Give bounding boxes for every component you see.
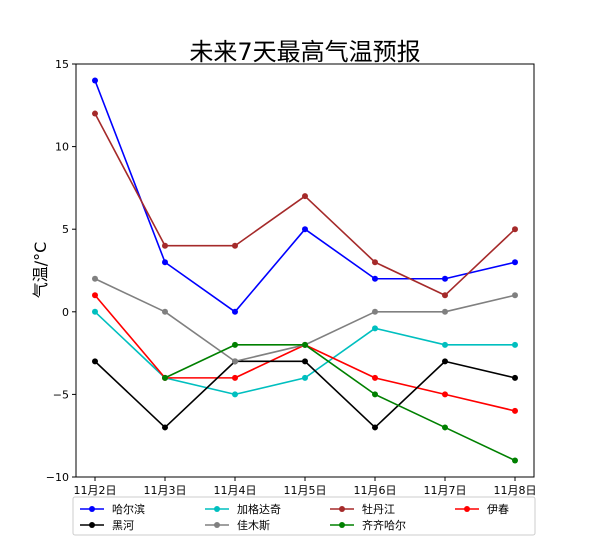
data-point — [162, 374, 168, 381]
legend-marker — [89, 506, 95, 512]
data-point — [232, 341, 238, 348]
data-point — [372, 275, 378, 282]
y-tick-label: −10 — [46, 471, 69, 484]
data-point — [442, 424, 448, 431]
x-tick-label: 11月2日 — [74, 484, 117, 497]
y-tick-label: −5 — [53, 388, 69, 401]
data-point — [512, 457, 518, 464]
data-point — [512, 407, 518, 414]
data-point — [372, 259, 378, 266]
data-point — [372, 424, 378, 431]
data-point — [512, 259, 518, 266]
x-tick-label: 11月5日 — [284, 484, 327, 497]
chart-title: 未来7天最高气温预报 — [189, 38, 420, 66]
legend-marker — [89, 522, 95, 528]
legend-item: 黑河 — [80, 519, 134, 532]
series-6 — [92, 275, 518, 365]
x-tick-label: 11月7日 — [424, 484, 467, 497]
data-point — [512, 374, 518, 381]
series-4 — [92, 292, 518, 414]
data-point — [302, 358, 308, 365]
data-point — [302, 341, 308, 348]
legend-item: 加格达奇 — [205, 502, 281, 516]
plot-frame — [75, 63, 535, 478]
data-point — [442, 391, 448, 398]
legend-marker — [339, 506, 345, 512]
legend-label: 伊春 — [487, 503, 509, 516]
data-point — [232, 391, 238, 398]
data-point — [92, 77, 98, 84]
series-line — [94, 294, 516, 412]
y-tick-label: 10 — [55, 141, 69, 154]
legend-label: 牡丹江 — [362, 502, 395, 516]
series-7 — [162, 341, 518, 464]
series-line — [94, 113, 516, 297]
data-point — [372, 374, 378, 381]
data-point — [372, 325, 378, 332]
series-2 — [92, 308, 518, 398]
data-point — [232, 242, 238, 249]
x-tick-label: 11月8日 — [494, 484, 537, 497]
data-point — [232, 358, 238, 365]
data-point — [232, 308, 238, 315]
x-tick-label: 11月6日 — [354, 484, 397, 497]
series-3 — [92, 110, 518, 299]
y-tick-label: 0 — [62, 306, 69, 319]
data-point — [162, 308, 168, 315]
data-point — [512, 292, 518, 299]
data-point — [442, 308, 448, 315]
legend-marker — [214, 506, 220, 512]
legend-item: 牡丹江 — [330, 502, 395, 516]
legend-label: 齐齐哈尔 — [362, 518, 406, 532]
x-tick-label: 11月3日 — [144, 484, 187, 497]
plot-area: −10 −5 0 5 10 15 11月2日 11月3日 11月4日 11月5日 11月6日 11月7… — [46, 58, 537, 497]
data-point — [162, 424, 168, 431]
data-point — [442, 358, 448, 365]
data-point — [92, 110, 98, 117]
legend-label: 佳木斯 — [237, 518, 270, 532]
x-tick-label: 11月4日 — [214, 484, 257, 497]
series-line — [164, 344, 516, 462]
y-tick-label: 15 — [55, 58, 69, 71]
series-line — [94, 311, 515, 396]
y-tick-label: 5 — [62, 223, 69, 236]
data-point — [92, 308, 98, 315]
data-point — [232, 374, 238, 381]
data-point — [442, 275, 448, 282]
legend-item: 齐齐哈尔 — [330, 518, 406, 532]
legend-item: 伊春 — [455, 503, 509, 516]
data-point — [302, 374, 308, 381]
legend-marker — [214, 522, 220, 528]
data-point — [92, 358, 98, 365]
data-point — [92, 292, 98, 299]
legend-item: 哈尔滨 — [80, 502, 145, 516]
data-point — [372, 391, 378, 398]
data-point — [162, 259, 168, 266]
legend-label: 加格达奇 — [237, 502, 281, 516]
data-point — [372, 308, 378, 315]
legend-box — [72, 496, 536, 536]
legend-item: 佳木斯 — [205, 518, 270, 532]
y-axis-label: 气温/°C — [31, 242, 50, 299]
data-point — [442, 341, 448, 348]
series-line — [94, 278, 516, 363]
data-point — [162, 242, 168, 249]
legend-label: 黑河 — [112, 519, 134, 532]
data-point — [512, 341, 518, 348]
series-1 — [92, 77, 518, 315]
legend-label: 哈尔滨 — [112, 502, 145, 516]
data-point — [442, 292, 448, 299]
data-point — [92, 275, 98, 282]
legend-marker — [339, 522, 345, 528]
legend-marker — [464, 506, 470, 512]
data-point — [302, 193, 308, 200]
data-point — [302, 226, 308, 233]
data-point — [512, 226, 518, 233]
